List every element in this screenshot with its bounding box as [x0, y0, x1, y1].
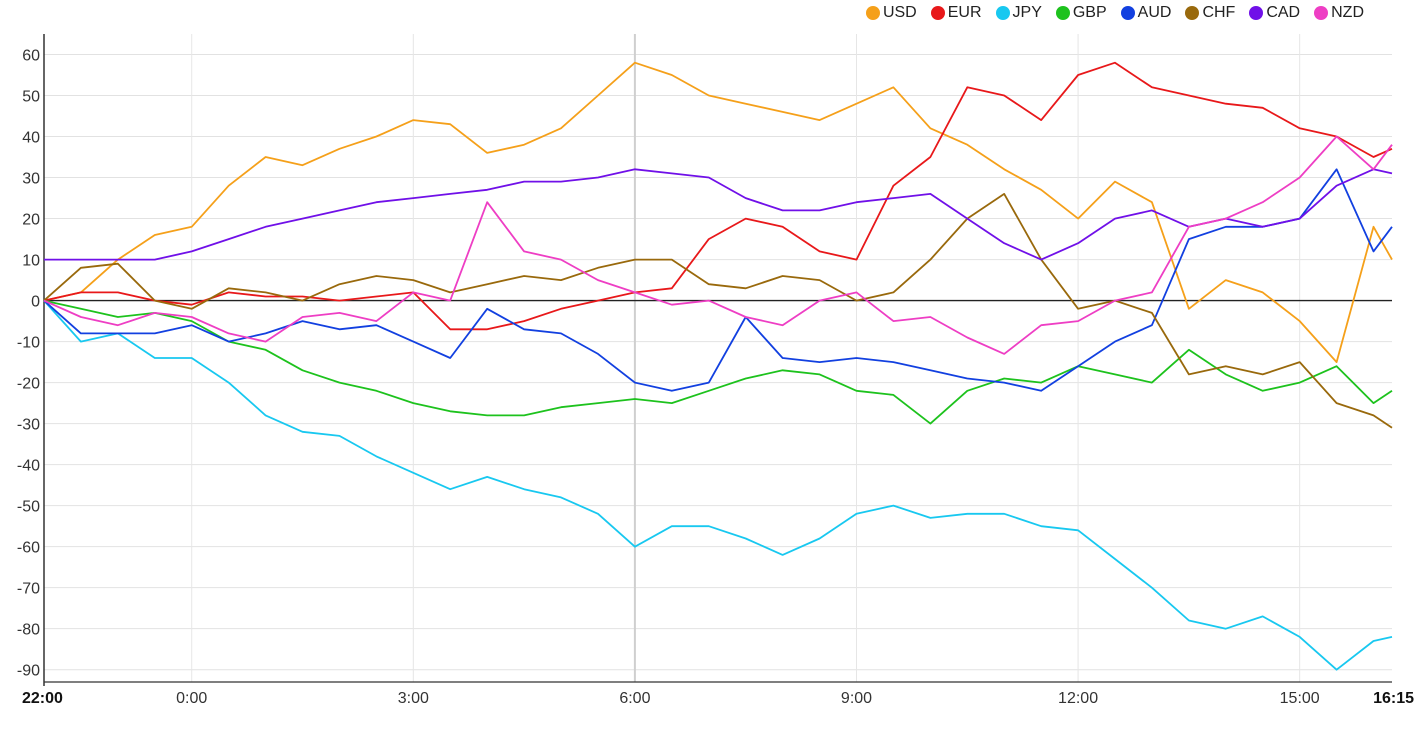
series-line-eur: [43, 61, 1393, 331]
legend-dot-icon: [1120, 6, 1135, 20]
legend: USD EUR JPY GBP AUD CHF CAD NZD: [865, 4, 1364, 22]
series-line-nzd: [43, 135, 1393, 355]
x-tick-label: 6:00: [619, 690, 650, 707]
y-tick-label: -20: [17, 376, 40, 393]
series-line-aud: [43, 168, 1393, 392]
y-tick-label: -80: [17, 622, 40, 639]
y-tick-label: -50: [17, 499, 40, 516]
legend-dot-icon: [930, 6, 945, 20]
legend-label: CAD: [1266, 4, 1301, 21]
y-tick-label: -70: [17, 581, 40, 598]
series-line-chf: [43, 192, 1393, 429]
y-tick-label: 30: [22, 171, 40, 188]
legend-label: CHF: [1202, 4, 1236, 21]
legend-label: JPY: [1012, 4, 1042, 21]
y-tick-label: 60: [22, 48, 40, 65]
legend-item-nzd[interactable]: NZD: [1314, 4, 1364, 22]
x-tick-label: 12:00: [1058, 690, 1098, 707]
legend-item-jpy[interactable]: JPY: [995, 4, 1042, 22]
legend-label: NZD: [1331, 4, 1364, 21]
y-tick-label: 50: [22, 89, 40, 106]
series-line-jpy: [43, 299, 1393, 671]
legend-label: EUR: [947, 4, 982, 21]
grid: [44, 34, 1392, 682]
legend-item-gbp[interactable]: GBP: [1055, 4, 1107, 22]
legend-item-chf[interactable]: CHF: [1185, 4, 1235, 22]
legend-dot-icon: [865, 6, 880, 20]
y-tick-label: 40: [22, 130, 40, 147]
series-lines: [43, 61, 1393, 671]
y-tick-label: -10: [17, 335, 40, 352]
x-tick-label: 9:00: [841, 690, 872, 707]
legend-dot-icon: [995, 6, 1010, 20]
y-tick-label: -90: [17, 663, 40, 680]
legend-item-aud[interactable]: AUD: [1120, 4, 1172, 22]
x-tick-label: 15:00: [1280, 690, 1320, 707]
legend-label: GBP: [1072, 4, 1107, 21]
legend-item-eur[interactable]: EUR: [930, 4, 982, 22]
series-line-cad: [44, 168, 1393, 261]
legend-item-cad[interactable]: CAD: [1249, 4, 1300, 22]
legend-dot-icon: [1314, 6, 1329, 20]
legend-dot-icon: [1249, 6, 1264, 20]
y-tick-label: -40: [17, 458, 40, 475]
y-tick-label: 0: [31, 294, 40, 311]
legend-dot-icon: [1185, 6, 1200, 20]
x-tick-label: 3:00: [398, 690, 429, 707]
x-tick-label: 16:15: [1373, 690, 1414, 707]
series-line-usd: [43, 61, 1393, 364]
legend-item-usd[interactable]: USD: [865, 4, 917, 22]
legend-dot-icon: [1055, 6, 1070, 20]
legend-label: USD: [882, 4, 917, 21]
x-tick-label: 0:00: [176, 690, 207, 707]
y-tick-label: 20: [22, 212, 40, 229]
series-line-gbp: [43, 299, 1393, 425]
y-tick-label: -30: [17, 417, 40, 434]
x-tick-label: 22:00: [22, 690, 63, 707]
axes: 60 50 40 30 20 10 0 -10 -20 -30 -40 -50 -60 -70 -80 -90…: [17, 34, 1414, 707]
y-tick-label: -60: [17, 540, 40, 557]
legend-label: AUD: [1137, 4, 1172, 21]
y-tick-label: 10: [22, 253, 40, 270]
